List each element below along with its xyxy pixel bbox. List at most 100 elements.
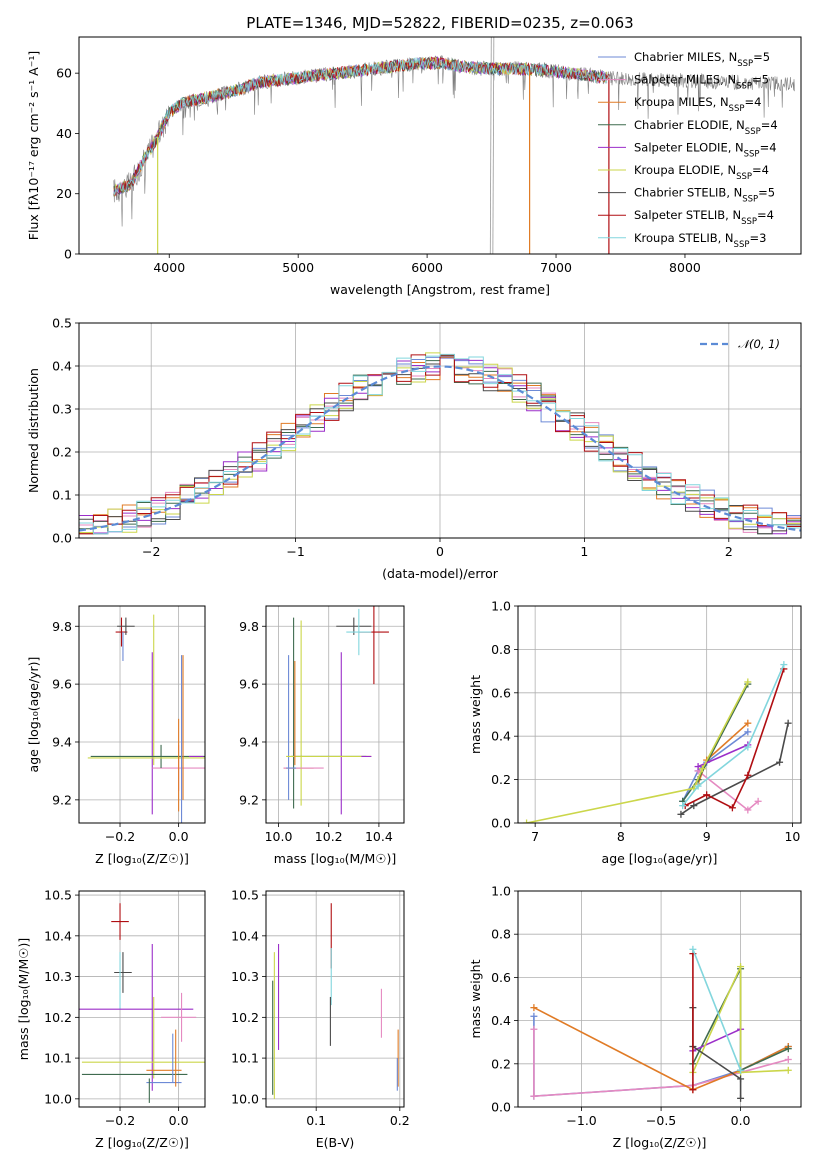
- legend-entry: Salpeter ELODIE, NSSP=4: [634, 140, 777, 159]
- y-tick-label: 0.5: [52, 316, 72, 331]
- plot-area-age-vs-Z: [79, 606, 205, 823]
- legend-subscript: SSP: [729, 104, 745, 114]
- x-axis-label: Z [log₁₀(Z/Z☉)]: [95, 1135, 189, 1150]
- weight-marker: [694, 763, 702, 771]
- model-spectrum-line: [113, 56, 608, 193]
- legend-subscript: SSP: [736, 82, 752, 92]
- y-axis-label: age [log₁₀(age/yr)]: [26, 657, 41, 773]
- legend-subscript: SSP: [737, 59, 753, 69]
- x-tick-label: 9: [703, 829, 711, 844]
- legend-suffix: =4: [760, 140, 777, 154]
- residual-histogram: [79, 353, 801, 535]
- panel-age-vs-mass: 10.0 10.2 10.4 9.2 9.4 9.6 9.8 mass [log₁₀(M/M☉…: [239, 605, 405, 866]
- weight-marker: [754, 797, 762, 805]
- weight-marker: [737, 1075, 745, 1083]
- y-axis-label: Flux [fλ10⁻¹⁷ erg cm⁻² s⁻¹ A⁻¹]: [26, 51, 41, 240]
- weight-marker: [784, 1055, 792, 1063]
- y-tick-label: 10.2: [231, 1010, 259, 1025]
- errorbar-point: [90, 744, 205, 769]
- x-axis-label: age [log₁₀(age/yr)]: [602, 851, 718, 866]
- plot-area-spectrum: [113, 37, 795, 254]
- y-axis-label: mass [log₁₀(M/M☉)]: [16, 938, 31, 1060]
- x-axis-label: wavelength [Angstrom, rest frame]: [330, 282, 550, 297]
- plot-area-mass-weight-vs-age: [518, 606, 801, 823]
- y-tick-label: 1.0: [491, 599, 511, 614]
- weight-marker: [784, 719, 792, 727]
- y-tick-label: 0.4: [52, 359, 72, 374]
- legend-entry: Kroupa MILES, NSSP=4: [634, 95, 761, 114]
- weight-marker: [784, 1045, 792, 1053]
- legend-entry: Chabrier ELODIE, NSSP=4: [634, 118, 778, 137]
- y-tick-label: 0.4: [491, 729, 511, 744]
- x-tick-label: −0.5: [646, 1113, 676, 1128]
- weight-marker: [776, 758, 784, 766]
- legend-label: Salpeter STELIB, N: [634, 208, 741, 222]
- panel-mass-vs-ebv: 0.1 0.2 10.0 10.1 10.2 10.3 10.4 10.5 E(B-V): [231, 888, 410, 1150]
- legend-suffix: =4: [757, 208, 774, 222]
- axes-frame: [265, 605, 405, 824]
- x-axis-label: Z [log₁₀(Z/Z☉)]: [95, 851, 189, 866]
- weight-marker: [689, 1086, 697, 1094]
- weight-marker: [523, 819, 531, 823]
- x-tick-label: 0.0: [169, 829, 189, 844]
- y-axis-label: Normed distribution: [26, 368, 41, 493]
- x-tick-label: −2: [142, 544, 160, 559]
- legend-label: Kroupa ELODIE, N: [634, 163, 736, 177]
- y-tick-label: 0.8: [491, 927, 511, 942]
- y-tick-label: 0.0: [491, 816, 511, 831]
- legend-suffix: =4: [752, 163, 769, 177]
- y-tick-label: 0.0: [491, 1100, 511, 1115]
- y-tick-label: 0.6: [491, 685, 511, 700]
- panel-mass-weight-vs-age: 7 8 9 10 0.0 0.2 0.4 0.6 0.8 1.0 age [log₁₀(age/yr…: [468, 599, 802, 866]
- weight-marker: [530, 1092, 538, 1100]
- legend-suffix: =4: [744, 95, 761, 109]
- legend-subscript: SSP: [745, 127, 761, 137]
- x-tick-label: 7: [531, 829, 539, 844]
- x-tick-label: 10.0: [265, 829, 293, 844]
- weight-marker: [744, 743, 752, 751]
- y-axis-label: mass weight: [468, 675, 483, 754]
- y-tick-label: 0.3: [52, 402, 72, 417]
- y-tick-label: 10.5: [44, 888, 72, 903]
- x-tick-label: −0.2: [105, 829, 135, 844]
- x-tick-label: 6000: [411, 260, 443, 275]
- weight-series-line: [681, 731, 749, 802]
- panel-mass-weight-vs-Z: −1.0 −0.5 0.0 0.0 0.2 0.4 0.6 0.8 1.0 Z [log₁₀(Z/…: [468, 884, 802, 1150]
- weight-marker: [728, 804, 736, 812]
- y-tick-label: 0.2: [491, 772, 511, 787]
- weight-marker: [698, 765, 706, 773]
- model-spectrum-line: [113, 56, 608, 196]
- weight-marker: [737, 1066, 745, 1074]
- model-spectrum-line: [113, 56, 610, 197]
- legend-entry: Salpeter MILES, NSSP=5: [634, 73, 769, 92]
- weight-marker: [744, 719, 752, 727]
- observed-spectrum-line: [113, 55, 795, 227]
- weight-series-line: [697, 744, 749, 768]
- x-tick-label: 2: [725, 544, 733, 559]
- legend-suffix: =5: [758, 186, 775, 200]
- panel-age-vs-Z: −0.2 0.0 9.2 9.4 9.6 9.8 Z [log₁₀(Z/Z☉)] age [l…: [26, 605, 206, 866]
- y-tick-label: 10.0: [44, 1091, 72, 1106]
- legend-label: Kroupa MILES, N: [634, 95, 729, 109]
- y-tick-label: 10.1: [44, 1051, 72, 1066]
- legend-suffix: =3: [749, 231, 766, 245]
- weight-marker: [694, 782, 702, 790]
- weight-marker: [744, 678, 752, 686]
- weight-series-line: [692, 949, 742, 1071]
- legend-entry: Chabrier STELIB, NSSP=5: [634, 186, 775, 205]
- legend-suffix: =5: [753, 50, 770, 64]
- y-tick-label: 9.8: [52, 619, 72, 634]
- y-tick-label: 10.5: [231, 888, 259, 903]
- x-axis-label: E(B-V): [316, 1135, 355, 1150]
- x-tick-label: −1.0: [566, 1113, 596, 1128]
- axes-frame: [78, 36, 802, 255]
- plot-area-residuals: [79, 323, 801, 538]
- panel-mass-vs-Z: −0.2 0.0 10.0 10.1 10.2 10.3 10.4 10.5 Z [log₁₀(…: [16, 888, 206, 1150]
- x-tick-label: 0.2: [390, 1113, 410, 1128]
- legend-suffix: =5: [752, 73, 769, 87]
- panel-residuals: −2 −1 0 1 2 0.0 0.1 0.2 0.3 0.4 0.5 (data-model)/er…: [26, 316, 802, 581]
- axes-frame: [78, 890, 206, 1108]
- model-spectrum-line: [113, 56, 608, 195]
- legend-subscript: SSP: [741, 217, 757, 227]
